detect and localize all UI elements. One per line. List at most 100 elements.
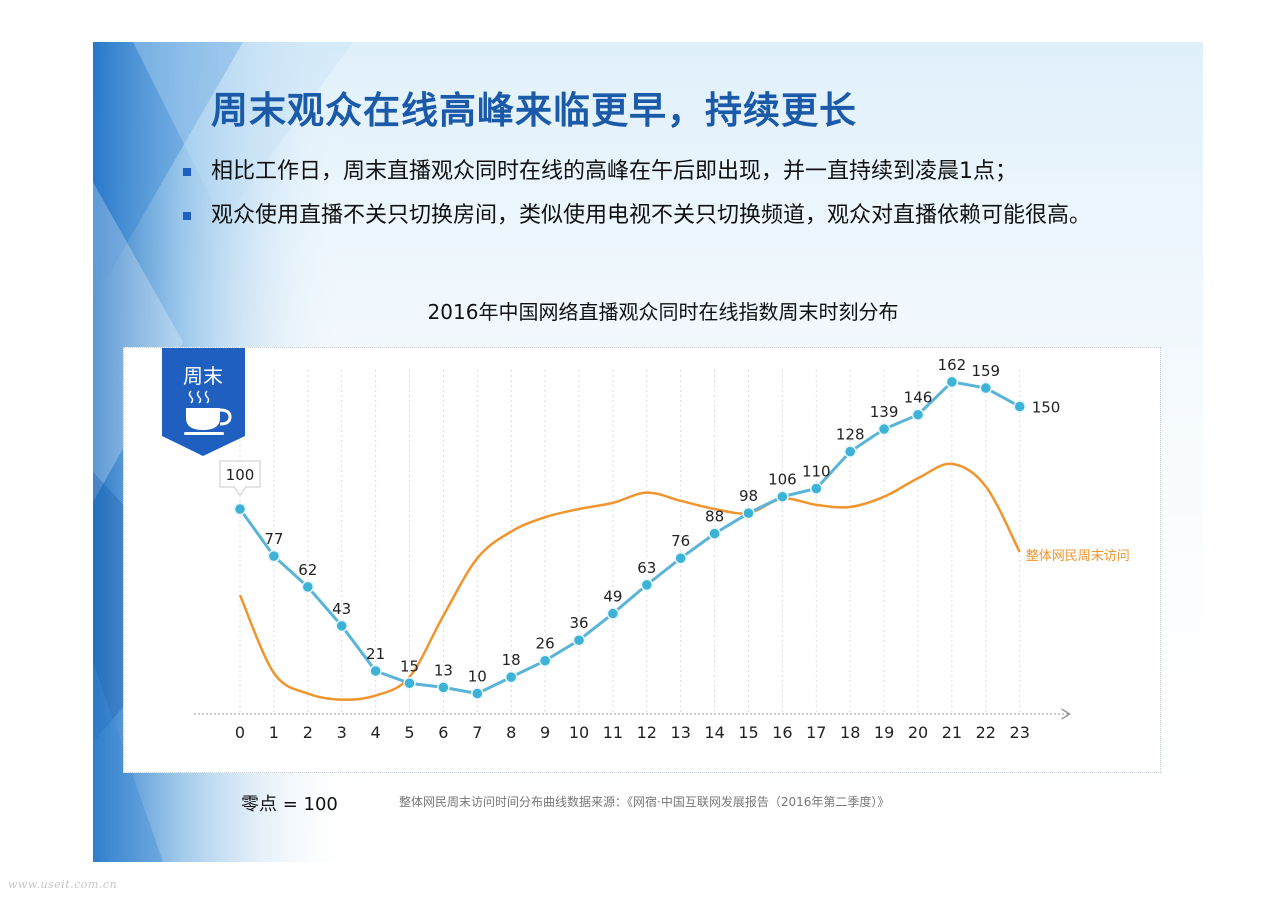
- x-tick-label: 12: [637, 723, 657, 742]
- x-tick-label: 9: [540, 723, 550, 742]
- data-label: 26: [536, 635, 555, 653]
- bullet-text: 相比工作日，周末直播观众同时在线的高峰在午后即出现，并一直持续到凌晨1点；: [211, 159, 1017, 184]
- data-point: [606, 607, 620, 620]
- data-label: 98: [739, 487, 758, 505]
- x-tick-label: 6: [438, 723, 448, 742]
- data-point: [369, 664, 382, 678]
- data-point: [335, 619, 348, 633]
- data-point: [979, 381, 993, 395]
- data-point: [877, 422, 891, 436]
- data-label: 128: [836, 426, 865, 444]
- data-point: [742, 506, 755, 520]
- x-tick-label: 7: [472, 723, 482, 742]
- data-label: 146: [904, 389, 933, 407]
- slide-title: 周末观众在线高峰来临更早，持续更长: [211, 89, 857, 132]
- x-tick-label: 18: [840, 723, 860, 742]
- x-tick-label: 19: [874, 723, 894, 742]
- data-label: 18: [502, 651, 521, 669]
- x-tick-label: 1: [269, 723, 279, 742]
- data-point: [301, 580, 315, 594]
- grid-lines: [239, 370, 1021, 714]
- x-tick-label: 4: [371, 723, 381, 742]
- data-label: 162: [938, 356, 967, 374]
- data-point: [911, 408, 925, 421]
- data-label: 13: [434, 661, 453, 679]
- badge-shape: [162, 348, 245, 456]
- data-label: 76: [671, 532, 690, 550]
- data-point: [572, 633, 586, 647]
- data-point: [776, 490, 789, 503]
- x-tick-label: 22: [976, 723, 996, 742]
- x-tick-label: 5: [404, 723, 414, 742]
- baseline-note: 零点 = 100: [241, 794, 338, 815]
- data-label: 21: [366, 645, 385, 663]
- data-point: [843, 445, 857, 458]
- data-point: [471, 687, 484, 700]
- bullet-text: 观众使用直播不关只切换房间，类似使用电视不关只切换频道，观众对直播依赖可能很高。: [211, 203, 1092, 228]
- data-labels: 100 77 62 43 21 15 13 10 18 26 36 49 63 76 88 98 106 110 1…: [219, 356, 1061, 686]
- overall-series: 整体网民周末访问: [238, 462, 1130, 701]
- data-point: [1013, 400, 1026, 413]
- coffee-cup-icon: [184, 390, 232, 435]
- data-label: 77: [264, 530, 283, 548]
- data-label: 62: [298, 561, 317, 579]
- x-tick-label: 21: [942, 723, 962, 742]
- x-tick-label: 11: [603, 723, 623, 742]
- x-tick-label: 3: [337, 723, 347, 742]
- data-point: [403, 677, 416, 690]
- x-tick-label: 13: [671, 723, 691, 742]
- x-tick-label: 20: [908, 723, 928, 742]
- data-label: 36: [569, 614, 588, 632]
- chart-title: 2016年中国网络直播观众同时在线指数周末时刻分布: [427, 300, 899, 324]
- bullet-list: 相比工作日，周末直播观众同时在线的高峰在午后即出现，并一直持续到凌晨1点； 观众…: [183, 150, 1143, 238]
- overall-series-line: [238, 462, 1021, 701]
- data-point: [504, 670, 518, 684]
- data-label: 43: [332, 600, 351, 618]
- data-label: 110: [802, 463, 831, 481]
- data-point: [437, 681, 450, 694]
- data-label: 63: [637, 559, 656, 577]
- x-axis: 0 1 2 3 4 5 6 7 8 9 10 11 12 13 14 15 16 17 18 19 20 21 22 23: [194, 708, 1072, 742]
- data-label: 15: [400, 657, 419, 675]
- weekend-badge: 周末: [162, 348, 245, 456]
- bullet-item: 观众使用直播不关只切换房间，类似使用电视不关只切换频道，观众对直播依赖可能很高。: [183, 194, 1143, 238]
- data-point: [708, 527, 721, 540]
- badge-label: 周末: [183, 364, 223, 388]
- data-callout: [219, 460, 261, 496]
- data-point: [640, 578, 654, 592]
- x-tick-label: 15: [738, 723, 758, 742]
- square-bullet-icon: [183, 168, 191, 176]
- x-tick-label: 8: [506, 723, 516, 742]
- x-tick-label: 0: [235, 723, 245, 742]
- x-tick-label: 17: [806, 723, 826, 742]
- square-bullet-icon: [183, 212, 191, 220]
- data-label: 106: [768, 471, 797, 489]
- slide: 周末观众在线高峰来临更早，持续更长 相比工作日，周末直播观众同时在线的高峰在午后…: [93, 42, 1203, 862]
- watermark: www.useit.com.cn: [8, 878, 118, 891]
- data-source-note: 整体网民周末访问时间分布曲线数据来源：《网宿·中国互联网发展报告（2016年第二…: [399, 795, 890, 809]
- data-label: 88: [705, 508, 724, 526]
- data-label: 10: [468, 668, 487, 686]
- data-label: 159: [971, 362, 1000, 380]
- data-point: [267, 549, 281, 563]
- x-tick-label: 14: [704, 723, 724, 742]
- data-label: 100: [226, 466, 255, 484]
- data-point: [810, 482, 823, 495]
- x-tick-label: 2: [303, 723, 313, 742]
- line-chart: 0 1 2 3 4 5 6 7 8 9 10 11 12 13 14 15 16 17 18 19 20 21 22 23 整…: [162, 348, 1130, 742]
- data-label: 150: [1032, 399, 1061, 417]
- x-axis-arrow-icon: [1061, 708, 1072, 720]
- data-point: [233, 502, 247, 516]
- bullet-item: 相比工作日，周末直播观众同时在线的高峰在午后即出现，并一直持续到凌晨1点；: [183, 150, 1143, 194]
- overall-series-label: 整体网民周末访问: [1026, 549, 1130, 564]
- main-series: [233, 375, 1026, 700]
- data-point: [674, 551, 687, 565]
- data-label: 49: [603, 588, 622, 606]
- data-point: [945, 375, 959, 389]
- data-point: [538, 654, 552, 667]
- main-series-line: [238, 380, 1021, 696]
- data-label: 139: [870, 403, 899, 421]
- x-tick-label: 23: [1010, 723, 1030, 742]
- x-tick-label: 10: [569, 723, 589, 742]
- x-tick-label: 16: [772, 723, 792, 742]
